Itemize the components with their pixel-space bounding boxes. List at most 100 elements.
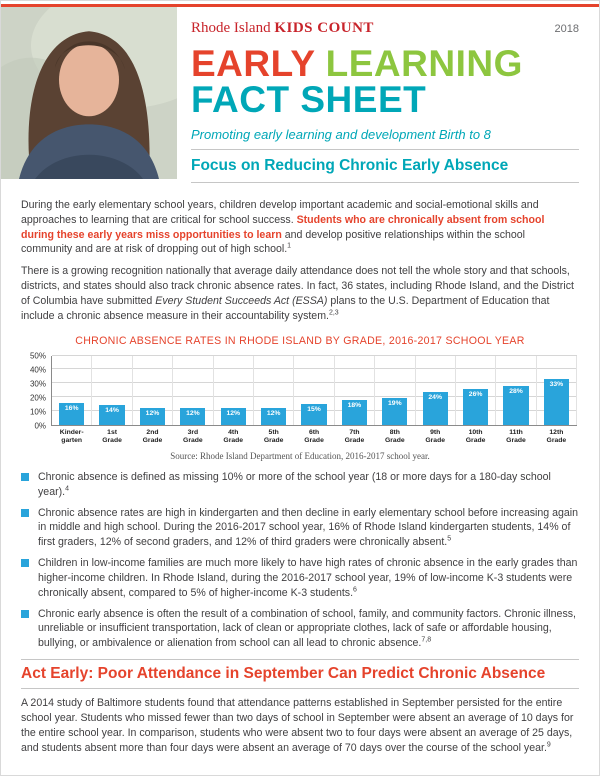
bar: 12% — [261, 408, 287, 425]
chart-source: Source: Rhode Island Department of Educa… — [170, 450, 430, 461]
list-item: Chronic absence is defined as missing 10… — [21, 470, 579, 500]
bar-cell: 12% — [254, 355, 295, 425]
bar-chart: 0% 10% 20% 30% 40% 50% 16% 14% 12% 12% 12% 12% 15% 1… — [23, 351, 578, 430]
bar: 12% — [139, 408, 166, 425]
bar: 12% — [220, 408, 246, 425]
footnote-ref: 6 — [353, 586, 357, 594]
bar-value-label: 12% — [145, 410, 160, 418]
footnote-ref: 9 — [546, 741, 551, 748]
y-tick-label: 10% — [29, 407, 46, 417]
focus-heading: Focus on Reducing Chronic Early Absence — [191, 156, 509, 174]
x-axis-label: 5th Grade — [263, 428, 284, 444]
chart-section: CHRONIC ABSENCE RATES IN RHODE ISLAND BY… — [21, 335, 579, 461]
footnote-ref: 5 — [447, 535, 452, 543]
bar-cell: 14% — [92, 355, 133, 425]
page-title: EARLY LEARNING FACT SHEET — [191, 43, 579, 121]
y-tick-label: 0% — [34, 421, 46, 431]
bar-value-label: 14% — [105, 407, 119, 415]
footnote-ref: 7,8 — [421, 636, 432, 644]
bar-value-label: 12% — [266, 410, 281, 418]
gridline — [52, 382, 577, 384]
divider — [21, 659, 579, 661]
x-axis-label: 11th Grade — [506, 428, 526, 444]
bar: 16% — [59, 402, 85, 425]
bullet-text: Chronic absence is defined as missing 10… — [38, 470, 551, 498]
bar-cell: 12% — [133, 355, 174, 425]
bar-value-label: 18% — [347, 401, 362, 409]
bar-cell: 12% — [173, 355, 214, 425]
bar-cell: 19% — [375, 355, 416, 425]
child-photo — [1, 7, 177, 179]
brand-logo-text: Rhode Island KIDS COUNT — [191, 20, 374, 36]
main-content: During the early elementary school years… — [1, 198, 599, 755]
footnote-ref: 2,3 — [328, 309, 339, 317]
x-axis-label: 4th Grade — [223, 428, 244, 444]
header-text: Rhode Island KIDS COUNT 2018 EARLY LEARN… — [191, 7, 579, 183]
divider — [21, 688, 579, 690]
highlighted-text: Students who are chronically absent from… — [21, 213, 545, 241]
bar-value-label: 26% — [468, 390, 483, 398]
act-early-paragraph: A 2014 study of Baltimore students found… — [21, 697, 574, 754]
essa-italic-text: Every Student Succeeds Act (ESSA) — [155, 294, 328, 307]
key-findings-list: Chronic absence is defined as missing 10… — [21, 470, 579, 651]
chart-x-axis-labels: Kinder-garten 1st Grade 2nd Grade 3rd Grade 4th… — [52, 429, 577, 445]
x-axis-label: 6th Grade — [304, 428, 324, 444]
bar: 33% — [543, 379, 569, 425]
bar-cell: 33% — [537, 355, 578, 425]
bar: 14% — [99, 405, 125, 425]
bar-value-label: 19% — [388, 400, 402, 408]
bar-cell: 28% — [496, 355, 537, 425]
gridline — [52, 396, 577, 398]
divider — [191, 181, 579, 183]
title-fact-sheet: FACT SHEET — [191, 79, 427, 121]
footnote-ref: 1 — [287, 242, 292, 250]
bullet-square-icon — [21, 472, 29, 481]
gridline — [52, 354, 577, 356]
list-item: Children in low-income families are much… — [21, 556, 579, 600]
bar-value-label: 12% — [186, 410, 200, 418]
chart-plot-area: 16% 14% 12% 12% 12% 12% 15% 18% 19% 24% 26% 28% 33% — [51, 354, 578, 426]
bar: 28% — [503, 386, 529, 425]
bar: 12% — [180, 408, 206, 425]
bar-value-label: 16% — [64, 404, 79, 412]
bullet-square-icon — [21, 559, 29, 568]
x-axis-label: Kinder-garten — [59, 428, 84, 444]
subtitle: Promoting early learning and development… — [191, 126, 491, 142]
bar: 19% — [382, 398, 408, 425]
bar-cell: 16% — [52, 355, 93, 425]
year-label: 2018 — [554, 23, 579, 35]
divider — [191, 148, 579, 150]
y-tick-label: 50% — [29, 351, 46, 361]
bar-cell: 26% — [456, 355, 497, 425]
x-axis-label: 7th Grade — [344, 428, 365, 444]
act-early-heading: Act Early: Poor Attendance in September … — [21, 665, 546, 683]
bar-value-label: 24% — [428, 393, 443, 401]
bar: 18% — [341, 399, 368, 425]
bar-value-label: 12% — [226, 410, 241, 418]
x-axis-label: 3rd Grade — [183, 428, 203, 444]
list-item: Chronic early absence is often the resul… — [21, 607, 579, 651]
bullet-text: Children in low-income families are much… — [38, 557, 578, 599]
x-axis-label: 1st Grade — [102, 428, 122, 444]
x-axis-label: 2nd Grade — [142, 428, 163, 444]
gridline — [52, 368, 577, 370]
bullet-square-icon — [21, 609, 29, 618]
bar-value-label: 33% — [549, 381, 564, 389]
y-tick-label: 30% — [29, 379, 46, 389]
bar-cell: 15% — [294, 355, 335, 425]
bar-cell: 24% — [416, 355, 456, 425]
x-axis-label: 8th Grade — [384, 428, 405, 444]
bar-value-label: 15% — [307, 405, 321, 413]
bar-cell: 12% — [214, 355, 254, 425]
top-red-rule — [1, 4, 599, 7]
bullet-text: Chronic early absence is often the resul… — [38, 607, 576, 650]
title-word-learning: LEARNING — [325, 43, 523, 84]
act-early-section: Act Early: Poor Attendance in September … — [21, 659, 579, 755]
bar-value-label: 28% — [509, 388, 523, 395]
x-axis-label: 9th Grade — [425, 428, 446, 444]
bar: 26% — [463, 388, 489, 425]
y-tick-label: 20% — [29, 393, 46, 403]
header: Rhode Island KIDS COUNT 2018 EARLY LEARN… — [1, 7, 599, 191]
bar: 24% — [422, 391, 448, 425]
